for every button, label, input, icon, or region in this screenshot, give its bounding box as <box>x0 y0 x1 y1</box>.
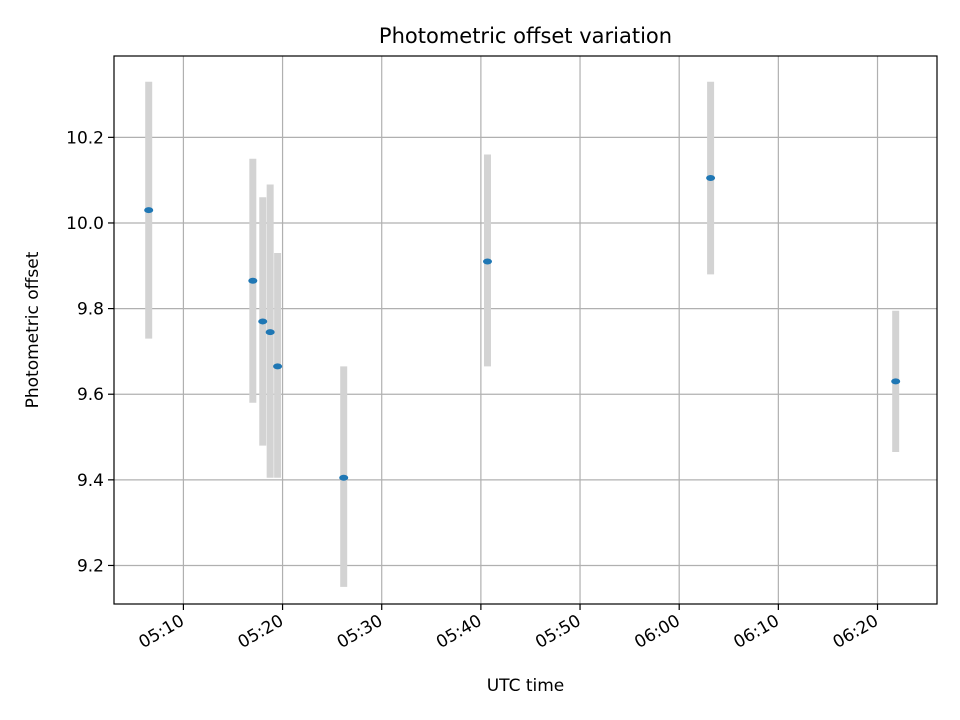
x-tick-label: 05:30 <box>334 611 386 653</box>
x-tick-label: 05:20 <box>235 611 287 653</box>
data-point <box>144 207 154 214</box>
data-point <box>482 258 492 265</box>
y-tick-label: 9.6 <box>77 385 104 405</box>
data-point <box>891 378 901 385</box>
y-tick-label: 9.4 <box>77 471 104 491</box>
data-point <box>273 363 283 370</box>
x-axis-ticks: 05:10 05:20 05:30 05:40 05:50 06:00 06:10 06:20 <box>135 604 882 653</box>
plot-frame <box>113 55 938 605</box>
data-point <box>265 329 275 336</box>
data-point <box>258 318 268 325</box>
x-axis-label: UTC time <box>487 676 565 696</box>
x-tick-label: 06:20 <box>830 611 882 653</box>
grid <box>114 56 937 604</box>
chart-title: Photometric offset variation <box>379 24 672 48</box>
data-point <box>248 277 258 284</box>
x-tick-label: 06:00 <box>631 611 683 653</box>
y-axis-ticks: 9.2 9.4 9.6 9.8 10.0 10.2 <box>66 128 114 576</box>
y-tick-label: 9.2 <box>77 556 104 576</box>
data-point <box>339 474 349 481</box>
y-axis-label: Photometric offset <box>23 251 43 408</box>
error-bars <box>145 81 900 587</box>
y-tick-label: 10.0 <box>66 214 104 234</box>
data-points <box>144 175 901 481</box>
x-tick-label: 05:10 <box>135 611 187 653</box>
x-tick-label: 05:40 <box>433 611 485 653</box>
x-tick-label: 06:10 <box>730 611 782 653</box>
y-tick-label: 9.8 <box>77 300 104 320</box>
y-tick-label: 10.2 <box>66 128 104 148</box>
x-tick-label: 05:50 <box>532 611 584 653</box>
data-point <box>706 175 716 182</box>
